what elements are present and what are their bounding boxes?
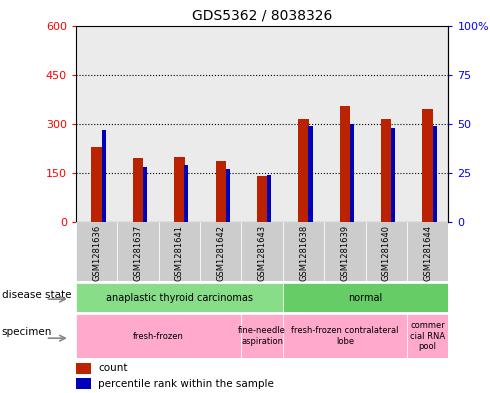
Text: commer
cial RNA
pool: commer cial RNA pool xyxy=(410,321,445,351)
Bar xyxy=(391,128,395,222)
Bar xyxy=(267,175,271,222)
Bar xyxy=(216,162,226,222)
Text: GSM1281639: GSM1281639 xyxy=(341,225,349,281)
Title: GDS5362 / 8038326: GDS5362 / 8038326 xyxy=(192,9,332,23)
Text: GSM1281637: GSM1281637 xyxy=(133,225,143,281)
Text: disease state: disease state xyxy=(1,290,71,300)
Text: GSM1281641: GSM1281641 xyxy=(175,225,184,281)
Bar xyxy=(101,130,106,222)
Bar xyxy=(366,222,407,281)
Text: normal: normal xyxy=(348,293,383,303)
Text: specimen: specimen xyxy=(1,327,52,337)
Bar xyxy=(92,147,102,222)
Text: GSM1281638: GSM1281638 xyxy=(299,225,308,281)
Bar xyxy=(298,119,309,222)
Bar xyxy=(422,109,433,222)
Bar xyxy=(184,165,189,222)
Bar xyxy=(242,314,283,358)
Bar xyxy=(309,126,313,222)
Bar xyxy=(159,222,200,281)
Bar xyxy=(200,222,242,281)
Text: GSM1281642: GSM1281642 xyxy=(216,225,225,281)
Bar xyxy=(433,126,437,222)
Text: GSM1281644: GSM1281644 xyxy=(423,225,432,281)
Bar xyxy=(407,222,448,281)
Bar xyxy=(242,222,283,281)
Bar xyxy=(133,158,143,222)
Bar xyxy=(117,222,159,281)
Bar xyxy=(340,106,350,222)
Bar xyxy=(76,283,283,312)
Bar xyxy=(283,222,324,281)
Bar xyxy=(283,314,407,358)
Text: fresh-frozen: fresh-frozen xyxy=(133,332,184,340)
Text: percentile rank within the sample: percentile rank within the sample xyxy=(98,379,274,389)
Text: GSM1281636: GSM1281636 xyxy=(92,225,101,281)
Bar xyxy=(407,314,448,358)
Bar xyxy=(174,156,185,222)
Bar xyxy=(381,119,392,222)
Text: fine-needle
aspiration: fine-needle aspiration xyxy=(238,326,286,346)
Bar xyxy=(76,222,117,281)
Bar xyxy=(350,124,354,222)
Bar xyxy=(324,222,366,281)
Bar xyxy=(76,314,242,358)
Bar xyxy=(226,169,230,222)
Text: count: count xyxy=(98,363,128,373)
Bar xyxy=(283,283,448,312)
Bar xyxy=(76,363,91,374)
Text: anaplastic thyroid carcinomas: anaplastic thyroid carcinomas xyxy=(106,293,253,303)
Text: fresh-frozen contralateral
lobe: fresh-frozen contralateral lobe xyxy=(291,326,399,346)
Bar xyxy=(257,176,268,222)
Text: GSM1281643: GSM1281643 xyxy=(258,225,267,281)
Bar xyxy=(76,378,91,389)
Bar xyxy=(143,167,147,222)
Text: GSM1281640: GSM1281640 xyxy=(382,225,391,281)
